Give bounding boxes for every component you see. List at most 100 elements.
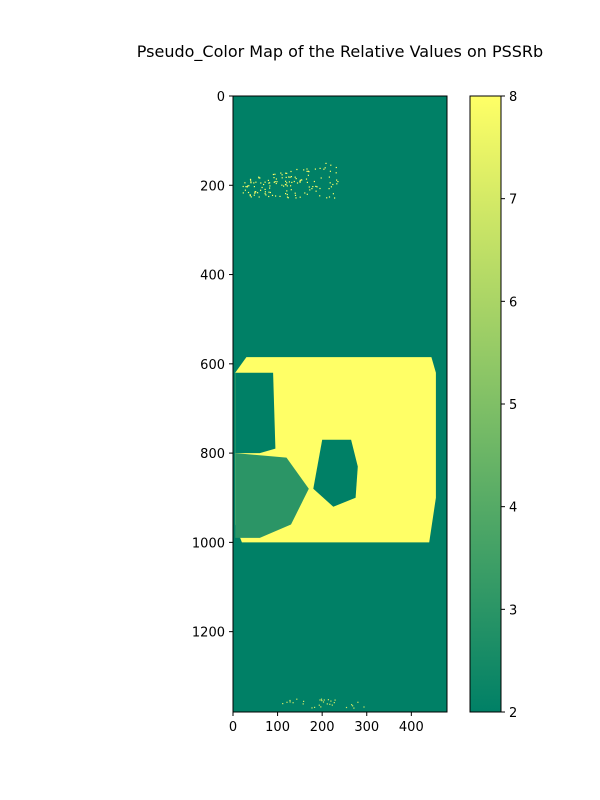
heatmap-speck	[332, 193, 334, 195]
heatmap-speck	[295, 197, 297, 199]
heatmap-speck	[281, 174, 283, 176]
heatmap-speck	[260, 182, 262, 184]
heatmap-speck	[299, 196, 301, 198]
heatmap-speck	[331, 704, 333, 706]
heatmap-speck	[272, 173, 274, 176]
heatmap-speck	[314, 706, 316, 708]
heatmap-speck	[303, 700, 305, 702]
heatmap-speck	[280, 172, 282, 174]
heatmap-speck	[324, 167, 326, 169]
heatmap-speck	[309, 189, 311, 191]
heatmap-speck	[250, 181, 252, 183]
heatmap-speck	[268, 182, 270, 184]
heatmap-speck	[292, 702, 294, 704]
heatmap-speck	[323, 699, 325, 701]
heatmap-speck	[288, 181, 290, 183]
heatmap-speck	[289, 699, 291, 702]
x-axis: 0 100 200 300 400	[229, 712, 424, 735]
heatmap-speck	[267, 179, 269, 181]
heatmap-speck	[275, 178, 277, 180]
heatmap-speck	[327, 699, 329, 701]
heatmap-speck	[306, 193, 308, 195]
heatmap-speck	[353, 707, 355, 709]
heatmap-speck	[263, 183, 265, 186]
heatmap-speck	[245, 186, 247, 188]
heatmap-speck	[290, 176, 292, 178]
heatmap-speck	[357, 701, 359, 703]
heatmap-speck	[281, 184, 283, 186]
heatmap-speck	[249, 178, 252, 180]
heatmap-speck	[284, 183, 287, 186]
heatmap-speck	[345, 706, 348, 709]
heatmap-speck	[308, 186, 310, 188]
y-tick-label: 800	[200, 447, 225, 462]
colorbar-tick-label: 3	[509, 603, 517, 618]
heatmap-speck	[268, 191, 270, 193]
heatmap-speck	[269, 185, 271, 187]
heatmap-speck	[281, 177, 283, 179]
heatmap-speck	[303, 169, 305, 171]
heatmap-speck	[285, 176, 287, 178]
heatmap-speck	[306, 181, 308, 183]
heatmap-speck	[279, 195, 281, 197]
heatmap-speck	[306, 168, 308, 170]
heatmap-speck	[254, 192, 256, 194]
heatmap-speck	[320, 698, 323, 700]
heatmap-speck	[294, 192, 296, 194]
x-tick-label: 200	[310, 720, 335, 735]
heatmap-speck	[294, 194, 297, 196]
colorbar-tick-label: 8	[509, 90, 517, 105]
heatmap-speck	[269, 182, 271, 184]
heatmap-speck	[311, 188, 313, 190]
heatmap-speck	[333, 702, 335, 704]
heatmap-speck	[291, 181, 293, 183]
heatmap-speck	[319, 195, 321, 197]
heatmap-speck	[296, 168, 298, 171]
heatmap-speck	[247, 191, 250, 194]
heatmap-speck	[302, 703, 304, 705]
heatmap-speck	[246, 186, 248, 188]
plot-frame	[232, 95, 448, 713]
heatmap-speck	[264, 191, 266, 193]
heatmap-speck	[286, 193, 288, 196]
heatmap-speck	[258, 196, 260, 198]
colorbar-tick-label: 2	[509, 706, 517, 721]
heatmap-speck	[286, 172, 288, 174]
heatmap-speck	[285, 172, 287, 174]
heatmap-speck	[268, 195, 270, 198]
heatmap-speck	[274, 181, 276, 183]
heatmap-speck	[249, 195, 251, 197]
heatmap-speck	[351, 704, 353, 706]
heatmap-speck	[264, 188, 266, 190]
heatmap-speck	[242, 185, 244, 188]
heatmap-speck	[259, 177, 261, 179]
heatmap-speck	[337, 181, 339, 183]
heatmap-speck	[299, 180, 301, 182]
heatmap-speck	[250, 182, 252, 184]
colorbar	[469, 95, 502, 713]
heatmap-speck	[336, 179, 338, 181]
heatmap-speck	[286, 701, 288, 703]
heatmap-speck	[326, 197, 328, 199]
heatmap-speck	[332, 183, 334, 186]
heatmap-speck	[286, 185, 288, 187]
heatmap-speck	[285, 180, 287, 182]
heatmap-speck	[328, 188, 330, 190]
heatmap-speck	[326, 703, 328, 705]
heatmap-speck	[273, 177, 275, 179]
heatmap-speck	[307, 174, 309, 176]
heatmap-speck	[308, 171, 310, 173]
heatmap-speck	[329, 170, 331, 172]
heatmap-speck	[244, 182, 246, 184]
heatmap-speck	[242, 192, 244, 194]
heatmap-speck	[282, 703, 284, 705]
x-tick-label: 300	[354, 720, 379, 735]
heatmap-speck	[290, 189, 292, 191]
heatmap-speck	[335, 166, 337, 169]
colorbar-axis: 2 3 4 5 6 7 8	[501, 90, 517, 721]
heatmap-speck	[255, 181, 257, 183]
heatmap-speck	[334, 699, 336, 701]
heatmap-speck	[330, 700, 332, 702]
heatmap-speck	[257, 192, 259, 194]
heatmap-speck	[336, 183, 338, 185]
